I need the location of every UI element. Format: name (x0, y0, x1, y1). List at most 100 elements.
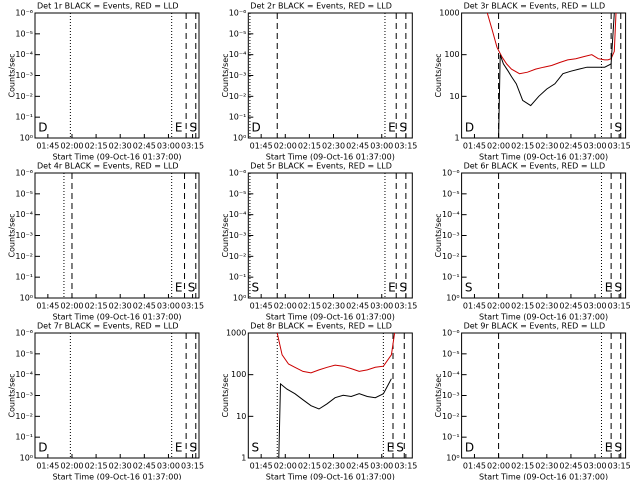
y-tick-label: 1 (455, 134, 460, 143)
x-tick-label: 01:45 (36, 462, 59, 471)
y-tick-label: 10⁰ (446, 294, 459, 303)
y-tick-label: 10⁻¹ (15, 273, 33, 282)
x-tick-label: 03:15 (181, 142, 204, 151)
annotation: S (189, 121, 197, 135)
x-tick-label: 03:15 (608, 302, 631, 311)
y-tick-label: 10⁻⁵ (442, 349, 460, 358)
x-tick-label: 02:00 (274, 462, 297, 471)
y-tick-label: 10⁰ (446, 454, 459, 463)
y-tick-label: 10⁻³ (229, 71, 247, 80)
annotation: E (387, 441, 395, 455)
x-tick-label: 02:15 (298, 462, 321, 471)
y-tick-label: 10⁻⁴ (229, 50, 247, 59)
x-tick-label: 03:00 (584, 462, 607, 471)
y-tick-label: 1000 (226, 329, 246, 338)
x-tick-label: 01:45 (463, 302, 486, 311)
x-tick-label: 02:15 (298, 142, 321, 151)
x-tick-label: 02:00 (487, 302, 510, 311)
y-tick-label: 10⁻¹ (229, 273, 247, 282)
x-tick-label: 03:00 (157, 142, 180, 151)
x-tick-label: 01:45 (463, 462, 486, 471)
x-tick-label: 02:30 (109, 302, 132, 311)
data-line (486, 12, 617, 75)
y-tick-label: 10⁻⁴ (15, 50, 33, 59)
x-tick-label: 03:15 (181, 302, 204, 311)
annotation: S (614, 121, 622, 135)
y-tick-label: 10⁻⁶ (15, 169, 33, 178)
y-tick-label: 10⁻⁶ (229, 9, 247, 18)
x-tick-label: 02:30 (535, 302, 558, 311)
x-tick-label: 02:15 (85, 462, 108, 471)
x-tick-label: 03:15 (608, 142, 631, 151)
y-tick-label: 1 (241, 454, 246, 463)
y-tick-label: 10⁻⁴ (229, 210, 247, 219)
x-tick-label: 02:45 (559, 302, 582, 311)
plot-frame (247, 12, 413, 139)
x-tick-label: 02:30 (535, 462, 558, 471)
y-axis-label: Counts/sec (8, 373, 17, 417)
x-tick-label: 02:45 (346, 302, 369, 311)
y-tick-label: 10⁰ (233, 294, 246, 303)
y-tick-label: 10⁻¹ (442, 273, 460, 282)
y-tick-label: 10⁻² (15, 92, 33, 101)
x-axis-label: Start Time (09-Oct-16 01:37:00) (266, 473, 395, 480)
annotation: D (38, 441, 47, 455)
y-axis-label: Counts/sec (434, 373, 443, 417)
annotation: S (252, 441, 260, 455)
annotation: S (252, 281, 260, 295)
x-tick-label: 02:00 (274, 142, 297, 151)
y-tick-label: 100 (444, 50, 459, 59)
x-axis-label: Start Time (09-Oct-16 01:37:00) (479, 313, 608, 322)
x-tick-label: 02:15 (85, 142, 108, 151)
chart-title: Det 9r BLACK = Events, RED = LLD (464, 322, 606, 331)
x-axis-label: Start Time (09-Oct-16 01:37:00) (266, 153, 395, 162)
x-tick-label: 03:15 (394, 142, 417, 151)
y-tick-label: 10⁻¹ (15, 113, 33, 122)
x-tick-label: 02:45 (559, 142, 582, 151)
x-tick-label: 03:15 (181, 462, 204, 471)
y-tick-label: 10⁻² (442, 252, 460, 261)
x-axis-label: Start Time (09-Oct-16 01:37:00) (52, 473, 181, 480)
x-tick-label: 03:00 (370, 142, 393, 151)
x-tick-label: 02:15 (85, 302, 108, 311)
y-tick-label: 10⁻³ (442, 231, 460, 240)
y-tick-label: 10⁰ (20, 294, 33, 303)
x-tick-label: 02:15 (511, 462, 534, 471)
y-axis-label: Counts/sec (434, 53, 443, 97)
x-tick-label: 02:45 (346, 462, 369, 471)
y-tick-label: 10⁻⁴ (15, 370, 33, 379)
x-tick-label: 02:30 (322, 302, 345, 311)
y-axis-label: Counts/sec (8, 213, 17, 257)
x-tick-label: 02:45 (346, 142, 369, 151)
x-tick-label: 02:45 (133, 462, 156, 471)
y-tick-label: 10⁻⁵ (15, 189, 33, 198)
chart-title: Det 7r BLACK = Events, RED = LLD (37, 322, 179, 331)
x-axis-label: Start Time (09-Oct-16 01:37:00) (479, 153, 608, 162)
chart-title: Det 1r BLACK = Events, RED = LLD (37, 2, 179, 11)
y-tick-label: 10⁻⁶ (442, 169, 460, 178)
x-tick-label: 02:00 (60, 142, 83, 151)
y-tick-label: 10⁻⁴ (442, 370, 460, 379)
y-tick-label: 10 (449, 92, 459, 101)
plot-frame (34, 12, 200, 139)
x-tick-label: 03:15 (608, 462, 631, 471)
x-tick-label: 01:45 (250, 142, 273, 151)
annotation: S (614, 281, 622, 295)
annotation: S (396, 441, 404, 455)
y-tick-label: 100 (231, 370, 246, 379)
y-axis-label: Counts/sec (434, 213, 443, 257)
x-tick-label: 02:00 (487, 462, 510, 471)
x-tick-label: 02:45 (559, 462, 582, 471)
x-tick-label: 03:00 (370, 302, 393, 311)
annotation: D (38, 121, 47, 135)
plot-frame (461, 12, 627, 139)
y-tick-label: 10⁻⁶ (442, 329, 460, 338)
y-tick-label: 10⁻³ (15, 71, 33, 80)
y-tick-label: 10⁻¹ (229, 113, 247, 122)
x-tick-label: 02:15 (298, 302, 321, 311)
x-tick-label: 02:30 (322, 462, 345, 471)
y-tick-label: 10⁻⁵ (15, 349, 33, 358)
x-tick-label: 03:00 (584, 302, 607, 311)
x-tick-label: 02:00 (60, 302, 83, 311)
x-axis-label: Start Time (09-Oct-16 01:37:00) (52, 313, 181, 322)
